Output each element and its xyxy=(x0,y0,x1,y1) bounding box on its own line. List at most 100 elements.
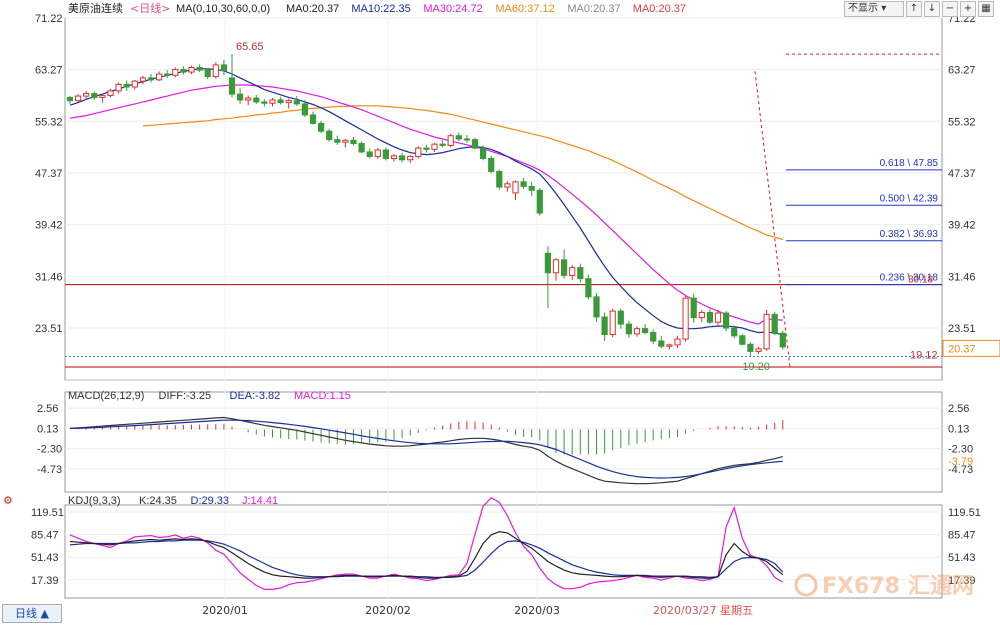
candle-body-27 xyxy=(285,100,292,104)
candle-body-13 xyxy=(172,68,179,76)
candle-body-16 xyxy=(196,67,203,71)
kdj-tick-right-1: 85.47 xyxy=(948,530,976,542)
candle-body-31 xyxy=(318,122,325,132)
watermark-text: FX678 xyxy=(822,574,900,599)
macd-legend-2: DEA:-3.82 xyxy=(230,390,281,402)
macd-right-label: -3.79 xyxy=(948,456,973,468)
macd-legend-3: MACD:1.15 xyxy=(294,390,351,402)
candle-body-23 xyxy=(253,97,260,103)
grid-icon[interactable]: ▦ xyxy=(978,1,994,17)
candle-body-7 xyxy=(123,83,130,88)
ma30-line xyxy=(69,84,783,325)
price-tick-right-5: 31.46 xyxy=(948,271,976,283)
hide-label: 不显示 xyxy=(848,3,878,14)
price-tick-left-2: 55.32 xyxy=(35,116,63,128)
candle-body-32 xyxy=(326,130,333,141)
candle-body-25 xyxy=(269,99,276,104)
ma-legend-0: MA0:20.37 xyxy=(286,3,339,15)
candle-body-78 xyxy=(698,311,705,319)
candle-body-66 xyxy=(601,316,608,336)
candle-body-18 xyxy=(212,64,219,78)
kdj-legend-3: J:14.41 xyxy=(242,495,278,507)
last-price-label: 20.37 xyxy=(948,343,976,355)
price-tick-left-1: 63.27 xyxy=(35,65,63,77)
candle-body-87 xyxy=(771,313,778,334)
kdj-tick-right-0: 119.51 xyxy=(948,507,981,519)
x-tick-3: 2020/03/27 星期五 xyxy=(653,604,753,617)
x-tick-0: 2020/01 xyxy=(202,604,248,617)
candle-body-69 xyxy=(625,323,632,335)
kdj-tick-left-3: 17.39 xyxy=(31,575,59,587)
candle-body-8 xyxy=(131,80,138,88)
macd-legend-0: MACD(26,12,9) xyxy=(68,390,144,402)
candle-body-15 xyxy=(188,67,195,73)
ma10-line xyxy=(69,68,783,336)
candle-body-17 xyxy=(204,69,211,78)
candle-body-14 xyxy=(180,68,187,73)
symbol-title: 美原油连续 xyxy=(68,1,123,15)
candle-body-85 xyxy=(755,348,762,352)
macd-tick-left-0: 2.56 xyxy=(37,403,58,415)
down-arrow-icon[interactable]: ↓ xyxy=(924,1,940,17)
candle-body-60 xyxy=(552,259,560,274)
last-price-box xyxy=(942,339,1000,357)
candle-body-37 xyxy=(366,151,373,158)
candle-body-58 xyxy=(536,189,543,214)
kdj-tick-left-2: 51.43 xyxy=(31,552,59,564)
candle-body-88 xyxy=(779,332,786,348)
candle-body-10 xyxy=(147,77,155,81)
kdj-k-line xyxy=(69,530,784,579)
candle-body-33 xyxy=(334,139,341,143)
candle-body-20 xyxy=(228,77,236,95)
candle-body-21 xyxy=(237,93,244,101)
plus-icon[interactable]: + xyxy=(960,1,976,17)
candle-body-76 xyxy=(682,297,689,340)
candle-body-19 xyxy=(220,64,228,72)
kdj-d-line xyxy=(69,539,784,579)
candle-body-39 xyxy=(382,149,389,159)
kdj-legend-1: K:24.35 xyxy=(139,495,177,507)
period-label: <日线> xyxy=(130,1,170,15)
candle-body-30 xyxy=(309,114,317,124)
watermark-cn: 汇通网 xyxy=(908,574,974,599)
price-tick-left-0: 71.22 xyxy=(35,13,63,25)
price-tick-right-2: 55.32 xyxy=(948,116,976,128)
candle-body-52 xyxy=(488,157,495,172)
fib-label-1: 0.500 \ 42.39 xyxy=(880,193,939,204)
candle-body-5 xyxy=(107,90,114,96)
price-tick-right-6: 23.51 xyxy=(948,323,976,335)
candle-body-79 xyxy=(706,311,713,323)
candle-body-26 xyxy=(277,99,284,104)
candle-body-0 xyxy=(66,96,74,102)
fib-trend-line xyxy=(754,71,791,368)
candle-body-81 xyxy=(723,312,730,329)
high-annotation: 65.65 xyxy=(236,41,264,53)
candle-body-28 xyxy=(293,100,300,105)
candle-body-38 xyxy=(374,149,381,158)
candle-body-11 xyxy=(156,73,163,81)
candle-body-77 xyxy=(690,297,697,319)
up-arrow-icon[interactable]: ↑ xyxy=(906,1,922,17)
candle-body-6 xyxy=(115,83,122,92)
candle-body-56 xyxy=(520,181,527,187)
fib-label-0: 0.618 \ 47.85 xyxy=(880,158,939,169)
candle-body-70 xyxy=(633,328,641,335)
macd-dea-line xyxy=(69,419,783,479)
period-tab-daily[interactable]: 日线 ▲ xyxy=(2,604,62,623)
price-tick-left-4: 39.42 xyxy=(35,220,63,232)
candle-body-51 xyxy=(480,147,487,159)
macd-tick-right-0: 2.56 xyxy=(948,403,969,415)
candle-body-55 xyxy=(512,181,519,194)
price-line-label: 19.12 xyxy=(910,349,938,361)
hide-indicator-select[interactable]: 不显示 ▾ xyxy=(844,1,904,17)
price-panel-frame xyxy=(64,17,943,381)
ma-legend-5: MA0:20.37 xyxy=(633,3,686,15)
candle-body-86 xyxy=(763,313,770,350)
macd-legend-1: DIFF:-3.25 xyxy=(159,390,212,402)
macd-tick-left-1: 0.13 xyxy=(37,423,58,435)
minus-icon[interactable]: − xyxy=(942,1,958,17)
candle-body-68 xyxy=(617,310,624,325)
candle-body-3 xyxy=(91,92,98,98)
